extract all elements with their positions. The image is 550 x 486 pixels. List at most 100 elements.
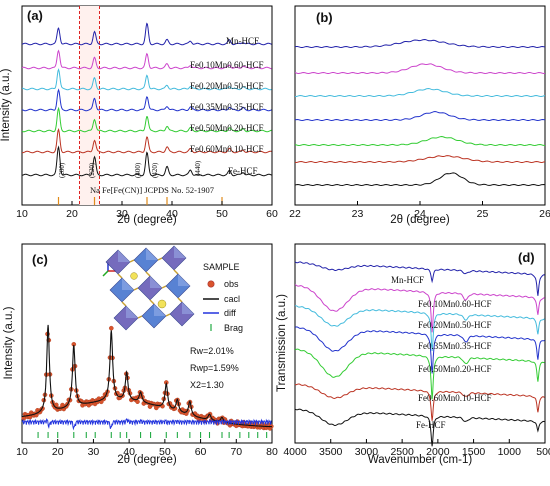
- a-tick-label-60: 60: [266, 208, 278, 220]
- calc-line: [21, 324, 272, 428]
- cn-bridge: [157, 257, 163, 261]
- series-b-fe0-10mn0-60-hcf: [294, 63, 546, 75]
- panel-d-series: [294, 261, 545, 447]
- panel-d-frame: [294, 243, 546, 444]
- panel-a-label-fe-hcf: Fe-HCF: [228, 166, 258, 176]
- panel-a-hkl-labels: (200) (220) (400) (420) (440): [58, 160, 202, 178]
- series-b-fe0-35mn0-35-hcf: [294, 110, 546, 122]
- obs-point: [109, 325, 114, 331]
- c-tick-label-20: 20: [52, 446, 64, 458]
- d-tick-label-3000: 3000: [355, 446, 379, 458]
- series-d-fe0-10mn0-60-hcf: [294, 284, 545, 333]
- cn-bridge: [117, 273, 123, 279]
- panel-b-series: [294, 38, 546, 187]
- d-tick-label-1500: 1500: [462, 446, 486, 458]
- panel-d-label-fe-hcf: Fe-HCF: [416, 420, 446, 430]
- legend-brag: Brag: [224, 323, 243, 333]
- panel-d-label-fe020mn050: Fe0.20Mn0.50-HCF: [418, 320, 492, 330]
- b-tick-label-23: 23: [352, 208, 364, 220]
- a-tick-label-20: 20: [66, 208, 78, 220]
- hkl-200: (200): [58, 162, 66, 178]
- crystal-structure-illustration: [102, 245, 195, 331]
- panel-c-x-axis-label: 2θ (degree): [117, 454, 177, 466]
- hkl-420: (420): [151, 162, 159, 178]
- c-tick-label-10: 10: [16, 446, 28, 458]
- octahedron-face: [122, 278, 134, 290]
- cn-bridge: [177, 297, 183, 303]
- octahedron-face: [146, 248, 158, 260]
- b-tick-label-24: 24: [414, 208, 426, 220]
- d-tick-label-2500: 2500: [390, 446, 414, 458]
- octahedron-face: [178, 274, 190, 286]
- octahedron-face: [118, 250, 130, 262]
- diff-line: [21, 418, 272, 431]
- a-tick-label-40: 40: [166, 208, 178, 220]
- octahedron-face: [150, 276, 162, 288]
- series-d-fe-hcf: [294, 408, 545, 447]
- legend-cacl: cacl: [224, 294, 240, 304]
- series-d-fe0-50mn0-20-hcf: [294, 348, 545, 400]
- d-tick-label-4000: 4000: [283, 446, 307, 458]
- panel-a-x-axis-label: 2θ (degree): [117, 214, 177, 226]
- series-a-fe0-10mn0-60-hcf: [21, 49, 272, 70]
- series-a-fe0-35mn0-35-hcf: [21, 88, 272, 112]
- d-tick-label-500: 500: [536, 446, 550, 458]
- series-b-mn-hcf: [294, 38, 546, 49]
- panel-a-y-axis-label: Intensity (a.u.): [0, 68, 12, 141]
- panel-c-series: [21, 324, 274, 438]
- hkl-220: (220): [88, 162, 96, 178]
- octahedron-face: [126, 306, 138, 318]
- panel-d-label-fe010mn060: Fe0.10Mn0.60-HCF: [418, 299, 492, 309]
- c-tick-label-60: 60: [195, 446, 207, 458]
- b-tick-label-22: 22: [289, 208, 301, 220]
- octahedra-lattice: [105, 245, 195, 331]
- cn-bridge: [129, 259, 135, 263]
- c-tick-label-30: 30: [88, 446, 100, 458]
- panel-d-label-fe050mn020: Fe0.50Mn0.20-HCF: [418, 364, 492, 374]
- series-d-fe0-60mn0-10-hcf: [294, 383, 545, 421]
- series-a-fe-hcf: [21, 145, 272, 177]
- series-a-mn-hcf: [21, 22, 272, 46]
- na-ion: [130, 272, 138, 280]
- panel-a-highlight-region: [79, 6, 100, 205]
- c-tick-label-70: 70: [230, 446, 242, 458]
- panel-d-x-axis-label: Wavenumber (cm-1): [368, 454, 473, 466]
- panel-a: 10 20 30 40 50 60 (a) 2θ (degree) Intensity (…: [0, 5, 278, 226]
- panel-c: 10 20 30 40 50 60 70 80 SAMPLE obs cacl diff Br…: [3, 243, 278, 466]
- panel-d-y-axis-label: Transmission (a.u.): [276, 294, 288, 392]
- stat-rw: Rw=2.01%: [190, 346, 234, 356]
- panel-c-legend: SAMPLE obs cacl diff Brag Rw=2.01% Rwp=1…: [190, 262, 243, 390]
- panel-a-label-fe035mn035: Fe0.35Mn0.35-HCF: [190, 102, 264, 112]
- panel-b: 22 23 24 25 26 (b) 2θ (degree): [289, 5, 550, 226]
- a-tick-label-10: 10: [16, 208, 28, 220]
- octahedron-face: [174, 246, 186, 258]
- series-b-fe-hcf: [294, 172, 546, 187]
- series-b-fe0-20mn0-50-hcf: [295, 87, 546, 98]
- panel-d-label-fe035mn035: Fe0.35Mn0.35-HCF: [418, 341, 492, 351]
- panel-b-x-ticks: 22 23 24 25 26: [289, 201, 550, 220]
- b-tick-label-26: 26: [539, 208, 550, 220]
- panel-d-label-mn-hcf: Mn-HCF: [391, 275, 424, 285]
- d-tick-label-1000: 1000: [498, 446, 522, 458]
- cn-bridge: [133, 287, 139, 291]
- legend-obs-marker: [207, 280, 215, 288]
- octahedron-face: [154, 304, 166, 316]
- hkl-400: (400): [134, 162, 142, 178]
- panel-d-series-labels: Mn-HCF Fe0.10Mn0.60-HCF Fe0.20Mn0.50-HCF…: [391, 275, 492, 430]
- series-d-mn-hcf: [294, 261, 545, 296]
- panel-a-series: [21, 22, 272, 177]
- panel-a-x-ticks: 10 20 30 40 50 60: [16, 201, 278, 220]
- panel-a-reference-note: Na Fe[Fe(CN)] JCPDS No. 52-1907: [90, 185, 214, 195]
- d-tick-label-3500: 3500: [319, 446, 343, 458]
- panel-a-label-fe050mn020: Fe0.50Mn0.20-HCF: [190, 123, 264, 133]
- panel-c-x-ticks: 10 20 30 40 50 60 70 80: [16, 439, 278, 458]
- stat-rwp: Rwp=1.59%: [190, 363, 239, 373]
- a-tick-label-30: 30: [116, 208, 128, 220]
- legend-title: SAMPLE: [203, 262, 240, 272]
- panel-a-label-fe020mn050: Fe0.20Mn0.50-HCF: [190, 81, 264, 91]
- panel-b-frame: [294, 5, 546, 206]
- panel-c-y-axis-label: Intensity (a.u.): [3, 306, 15, 379]
- panel-c-label: (c): [32, 252, 48, 267]
- panel-a-label-mn-hcf: Mn-HCF: [226, 36, 259, 46]
